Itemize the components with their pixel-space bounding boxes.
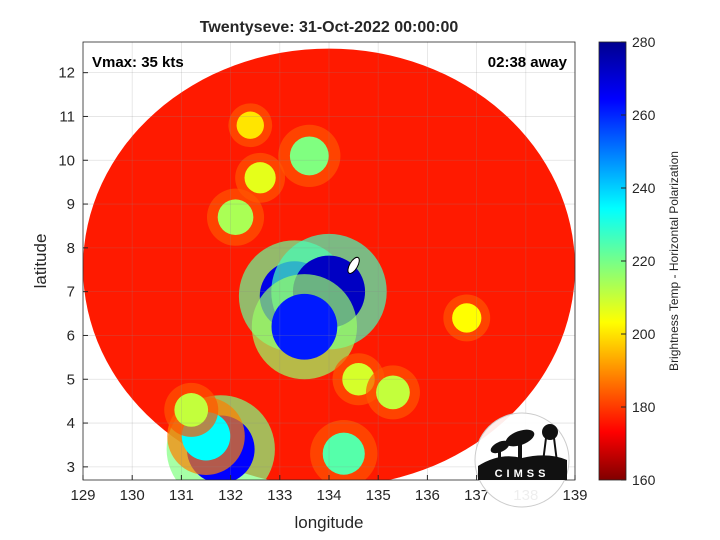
- y-tick-label: 9: [67, 196, 75, 213]
- x-tick-label: 134: [316, 487, 341, 504]
- x-tick-label: 129: [70, 487, 95, 504]
- storm-center-marker: [347, 256, 360, 274]
- colorbar-tick-label: 220: [632, 253, 656, 269]
- y-tick-label: 3: [67, 459, 75, 476]
- colorbar-tick-label: 200: [632, 326, 656, 342]
- vmax-label: Vmax: 35 kts: [92, 54, 184, 71]
- y-tick-label: 10: [58, 152, 75, 169]
- y-tick-label: 12: [58, 65, 75, 82]
- colorbar-tick-label: 180: [632, 399, 656, 415]
- time-away-label: 02:38 away: [488, 54, 568, 71]
- x-tick-label: 131: [169, 487, 194, 504]
- x-tick-label: 132: [218, 487, 243, 504]
- heatmap-layer: [83, 48, 575, 480]
- feature-core: [174, 393, 209, 427]
- x-axis-label: longitude: [294, 513, 363, 532]
- colorbar-tick-label: 280: [632, 34, 656, 50]
- y-ticks: 3 4 5 6 7 8 9 10 11 12: [58, 65, 88, 476]
- chart-title: Twentyseve: 31-Oct-2022 00:00:00: [200, 19, 459, 36]
- y-tick-label: 4: [67, 415, 75, 432]
- colorbar-ticks: 160 180 200 220 240 260 280: [621, 34, 656, 488]
- colorbar-label: Brightness Temp - Horizontal Polarizatio…: [667, 151, 681, 371]
- cimss-logo-text: CIMSS: [495, 468, 550, 480]
- feature-core: [452, 303, 482, 333]
- feature-core: [244, 162, 276, 194]
- feature-core: [376, 375, 410, 410]
- grid: [83, 42, 575, 480]
- cimss-logo: CIMSS: [474, 412, 570, 508]
- y-tick-label: 7: [67, 284, 75, 301]
- feature-core: [289, 136, 329, 176]
- y-tick-label: 5: [67, 371, 75, 388]
- x-tick-label: 133: [267, 487, 292, 504]
- colorbar-tick-label: 240: [632, 180, 656, 196]
- y-tick-label: 11: [59, 108, 75, 125]
- colorbar-tick-label: 260: [632, 107, 656, 123]
- colorbar-tick-label: 160: [632, 472, 656, 488]
- feature-core: [322, 432, 365, 475]
- feature-core: [271, 293, 338, 360]
- x-tick-label: 135: [366, 487, 391, 504]
- x-tick-label: 136: [415, 487, 440, 504]
- x-tick-label: 139: [562, 487, 587, 504]
- y-tick-label: 6: [67, 327, 75, 344]
- y-axis-label: latitude: [31, 234, 50, 289]
- y-tick-label: 8: [67, 240, 75, 257]
- x-tick-label: 130: [120, 487, 145, 504]
- feature-core: [236, 111, 264, 139]
- x-tick-label: 137: [464, 487, 489, 504]
- feature-core: [217, 199, 254, 236]
